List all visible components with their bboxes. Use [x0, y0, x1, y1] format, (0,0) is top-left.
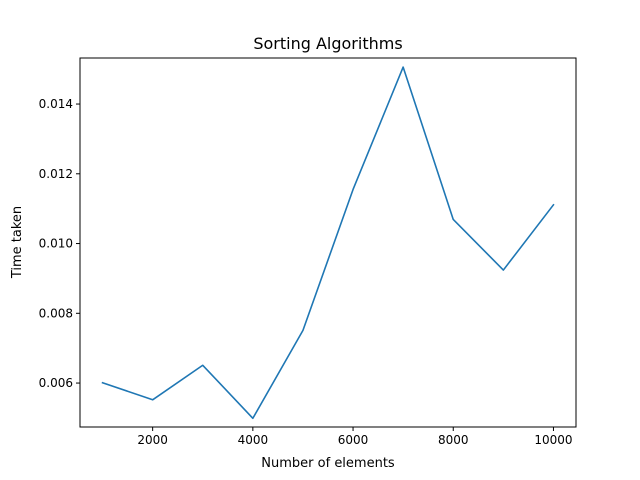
- y-tick-label: 0.010: [39, 237, 73, 251]
- x-tick-label: 4000: [238, 433, 269, 447]
- y-axis-ticks: 0.006 0.008 0.010 0.012 0.014: [39, 97, 80, 390]
- plot-frame: [79, 57, 577, 428]
- chart-title: Sorting Algorithms: [253, 34, 402, 53]
- y-tick-label: 0.006: [39, 376, 73, 390]
- series-layer: [101, 66, 555, 420]
- x-axis-ticks: 2000 4000 6000 8000 10000: [137, 427, 573, 447]
- x-tick-label: 6000: [338, 433, 369, 447]
- series-line: [101, 66, 555, 420]
- y-tick-label: 0.008: [39, 306, 73, 320]
- x-tick-label: 2000: [137, 433, 168, 447]
- x-axis-label: Number of elements: [261, 456, 395, 471]
- y-tick-label: 0.012: [39, 167, 73, 181]
- x-tick-label: 10000: [534, 433, 572, 447]
- y-tick-label: 0.014: [39, 97, 73, 111]
- x-tick-label: 8000: [438, 433, 469, 447]
- plot-area: [80, 58, 576, 427]
- y-axis-label: Time taken: [10, 206, 25, 279]
